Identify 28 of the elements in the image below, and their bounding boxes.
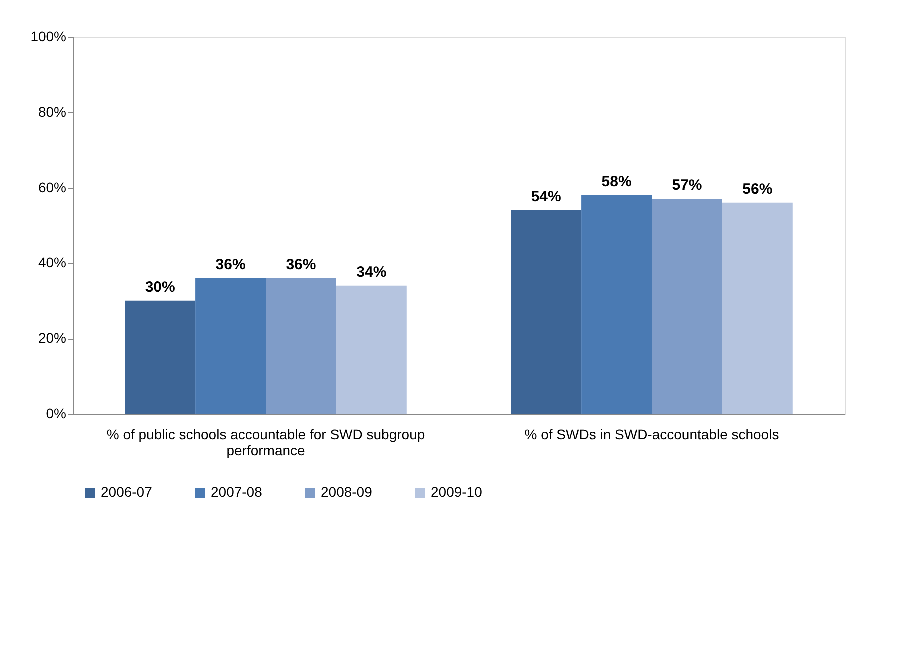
y-tick-label: 40% (38, 254, 66, 271)
bar (336, 286, 407, 414)
bar (582, 195, 652, 414)
bar (511, 210, 582, 414)
legend-label: 2009-10 (431, 484, 483, 500)
x-tick-label: % of public schools accountable for SWD subgroup performance (106, 426, 426, 458)
legend-label: 2007-08 (211, 484, 263, 500)
bar (722, 202, 793, 414)
data-label: 58% (602, 173, 632, 190)
bar (652, 199, 722, 414)
y-tick-label: 80% (38, 104, 66, 120)
y-tick-label: 20% (38, 330, 66, 346)
data-label: 36% (216, 256, 246, 274)
data-label: 57% (672, 177, 702, 194)
data-label: 30% (145, 278, 176, 296)
data-label: 36% (286, 256, 316, 274)
y-tick-label: 60% (38, 179, 66, 196)
legend-label: 2008-09 (321, 484, 373, 500)
data-label: 56% (742, 180, 773, 198)
bar (125, 300, 196, 414)
y-tick-label: 0% (46, 406, 66, 422)
data-label: 54% (531, 188, 562, 206)
x-tick-label: % of SWDs in SWD-accountable schools (524, 426, 780, 442)
data-label: 34% (356, 264, 387, 281)
bar (266, 278, 336, 414)
bar (196, 278, 266, 414)
y-tick-label: 100% (30, 28, 66, 44)
legend-label: 2006-07 (101, 484, 153, 500)
